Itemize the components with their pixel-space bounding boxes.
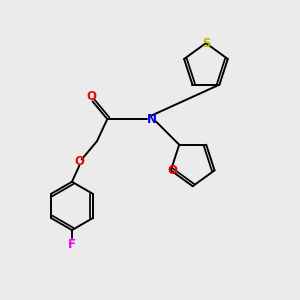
- Text: O: O: [74, 155, 84, 168]
- Text: F: F: [68, 238, 76, 251]
- Text: O: O: [167, 164, 177, 177]
- Text: N: N: [146, 112, 157, 126]
- Text: O: O: [86, 90, 96, 103]
- Text: S: S: [202, 37, 210, 50]
